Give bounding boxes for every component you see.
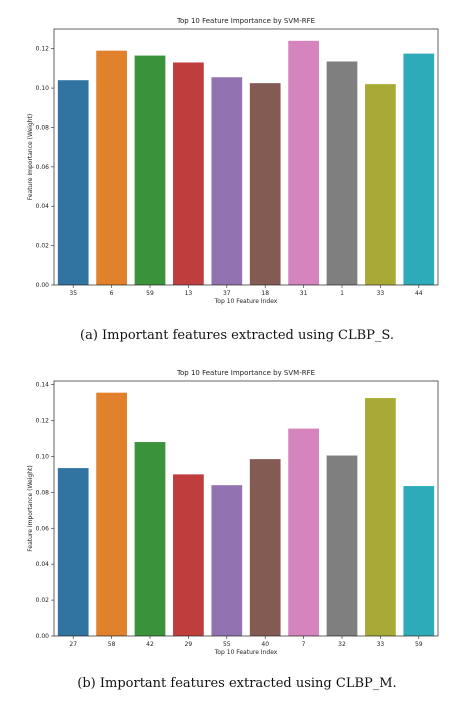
x-tick-label: 40 <box>261 641 269 648</box>
bar-40 <box>249 459 281 636</box>
x-tick-label: 59 <box>415 641 423 648</box>
bar-32 <box>326 455 358 636</box>
x-tick-label: 44 <box>415 290 423 297</box>
chart-panel-b: Top 10 Feature Importance by SVM-RFE 27 58… <box>0 360 474 701</box>
bar-33 <box>365 84 396 285</box>
chart-panel-a: Top 10 Feature Importance by SVM-RFE 35 6 5… <box>0 0 474 350</box>
x-tick-label: 33 <box>377 641 385 648</box>
y-tick-label: 0.08 <box>36 124 50 131</box>
y-tick-label: 0.10 <box>36 85 50 92</box>
x-tick-label: 31 <box>300 290 308 297</box>
y-tick-label: 0.06 <box>36 164 50 171</box>
x-tick-label: 18 <box>261 290 269 297</box>
x-tick-label: 33 <box>377 290 385 297</box>
x-tick-label: 35 <box>69 290 77 297</box>
caption-a: (a) Important features extracted using C… <box>80 328 394 343</box>
x-tick-label: 37 <box>223 290 231 297</box>
bar-chart-b: Top 10 Feature Importance by SVM-RFE 27 58… <box>27 369 439 656</box>
x-tick-label: 59 <box>146 290 154 297</box>
plot-frame <box>53 380 439 637</box>
bar-18 <box>249 83 281 286</box>
x-tick-label: 32 <box>338 641 346 648</box>
y-axis-label: Feature Importance (Weight) <box>27 465 34 551</box>
y-tick-label: 0.00 <box>36 633 50 640</box>
bar-59 <box>134 55 166 286</box>
y-tick-label: 0.12 <box>36 46 50 53</box>
y-tick-label: 0.14 <box>36 382 50 389</box>
x-tick-label: 1 <box>340 290 344 297</box>
x-tick-label: 42 <box>146 641 154 648</box>
plot-frame <box>53 28 439 286</box>
chart-title: Top 10 Feature Importance by SVM-RFE <box>176 369 315 377</box>
x-tick-label: 55 <box>223 641 231 648</box>
y-tick-label: 0.12 <box>36 418 50 425</box>
bar-59 <box>403 486 435 636</box>
bar-27 <box>57 468 89 636</box>
bar-37 <box>211 77 243 285</box>
y-tick-label: 0.08 <box>36 489 50 496</box>
bar-33 <box>365 398 396 636</box>
x-tick-label: 27 <box>69 641 77 648</box>
x-axis-label: Top 10 Feature Index <box>214 298 278 305</box>
bar-6 <box>96 50 127 286</box>
bar-1 <box>326 61 358 285</box>
x-tick-label: 6 <box>110 290 114 297</box>
x-tick-label: 7 <box>302 641 306 648</box>
chart-title: Top 10 Feature Importance by SVM-RFE <box>176 17 315 25</box>
bar-44 <box>403 53 435 285</box>
y-tick-label: 0.02 <box>36 597 50 604</box>
bar-7 <box>288 428 319 636</box>
bar-29 <box>173 474 204 636</box>
x-axis-label: Top 10 Feature Index <box>214 649 278 656</box>
x-tick-label: 13 <box>185 290 193 297</box>
y-tick-label: 0.02 <box>36 243 50 250</box>
bar-13 <box>173 62 204 285</box>
bar-31 <box>288 40 319 285</box>
bar-42 <box>134 442 166 636</box>
y-axis-label: Feature Importance (Weight) <box>27 114 34 200</box>
bar-58 <box>96 392 127 636</box>
y-tick-label: 0.10 <box>36 453 50 460</box>
bar-55 <box>211 485 243 636</box>
caption-b: (b) Important features extracted using C… <box>77 676 397 691</box>
x-tick-label: 29 <box>185 641 193 648</box>
bar-chart-a: Top 10 Feature Importance by SVM-RFE 35 6 5… <box>27 17 439 305</box>
y-tick-label: 0.04 <box>36 203 50 210</box>
y-tick-label: 0.04 <box>36 561 50 568</box>
x-tick-label: 58 <box>108 641 116 648</box>
y-tick-label: 0.06 <box>36 525 50 532</box>
bar-35 <box>57 80 89 285</box>
y-tick-label: 0.00 <box>36 282 50 289</box>
